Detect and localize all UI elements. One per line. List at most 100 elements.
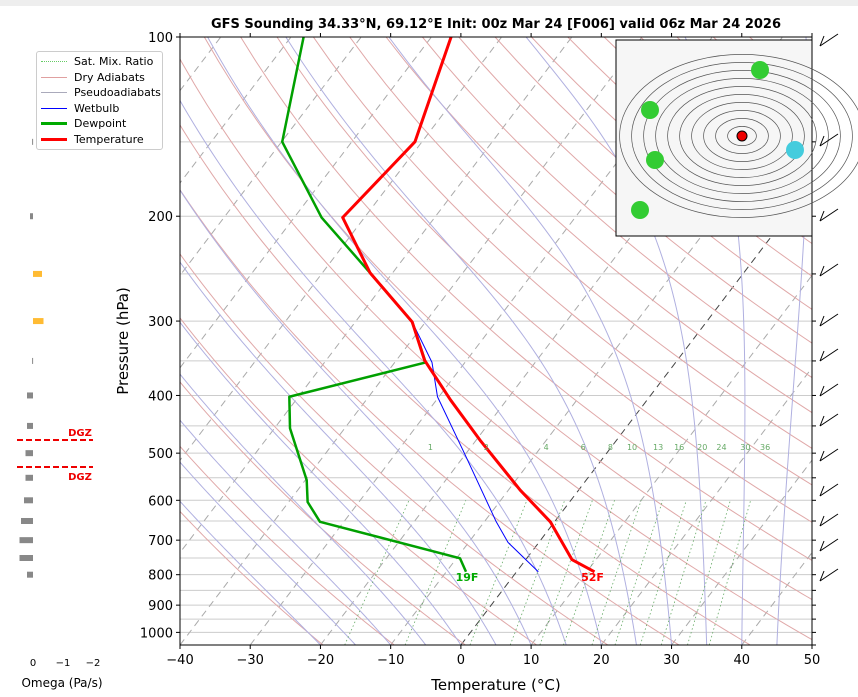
mixing-ratio-line xyxy=(660,500,707,645)
y-tick-label: 500 xyxy=(148,447,173,462)
wind-barb-feather xyxy=(819,515,825,527)
omega-bar xyxy=(25,450,33,457)
dgz-label: DGZ xyxy=(68,472,92,483)
wind-barb-staff xyxy=(819,208,839,222)
wind-barb xyxy=(819,133,839,147)
mixing-ratio-label: 4 xyxy=(544,443,549,452)
dry-adiabat xyxy=(240,37,812,562)
x-tick-label: −20 xyxy=(307,653,334,668)
precip-area xyxy=(786,141,804,159)
wind-barb-staff xyxy=(819,448,839,462)
omega-bar xyxy=(30,213,33,220)
omega-tick-label: 0 xyxy=(30,658,36,669)
x-axis-label: Temperature (°C) xyxy=(430,676,560,694)
y-tick-label: 1000 xyxy=(140,626,173,641)
wind-barb-feather xyxy=(819,540,825,552)
window-top-bar xyxy=(0,0,858,6)
mixing-ratio-line xyxy=(563,500,615,645)
precip-area xyxy=(631,201,649,219)
pseudoadiabat xyxy=(388,37,673,645)
legend-entry: Temperature xyxy=(37,132,162,148)
mixing-ratio-label: 24 xyxy=(716,443,726,452)
mixing-ratio-line xyxy=(539,500,593,645)
wind-barb xyxy=(819,208,839,222)
wind-barb-staff xyxy=(819,513,839,527)
y-tick-label: 700 xyxy=(148,534,173,549)
omega-bar xyxy=(33,318,44,325)
y-tick-label: 300 xyxy=(148,315,173,330)
wind-barb xyxy=(819,413,839,427)
legend-entry: Pseudoadiabats xyxy=(37,85,162,101)
dgz-label: DGZ xyxy=(68,428,92,439)
wind-barb-staff xyxy=(819,133,839,147)
legend-label: Dewpoint xyxy=(74,117,127,131)
surface-temp-label: 52F xyxy=(581,571,604,584)
y-tick-label: 100 xyxy=(148,31,173,46)
dry-adiabat xyxy=(385,37,812,414)
legend: Sat. Mix. Ratio Dry Adiabats Pseudoadiab… xyxy=(36,51,163,150)
pressure-contour xyxy=(643,70,841,202)
legend-label: Dry Adiabats xyxy=(74,70,145,84)
pressure-contour xyxy=(703,110,781,162)
x-tick-label: 0 xyxy=(457,653,465,668)
x-tick-label: −40 xyxy=(166,653,193,668)
wind-barb-staff xyxy=(819,348,839,362)
dry-adiabat xyxy=(180,253,609,645)
pressure-contour xyxy=(631,62,853,210)
mixing-ratio-label: 10 xyxy=(627,443,637,452)
y-tick-label: 900 xyxy=(148,599,173,614)
x-tick-label: 30 xyxy=(663,653,680,668)
wind-barb-feather xyxy=(819,35,825,47)
precip-area xyxy=(641,101,659,119)
mixing-ratio-label: 13 xyxy=(653,443,663,452)
wind-barb-feather xyxy=(819,385,825,397)
mixing-ratio-label: 1 xyxy=(428,443,433,452)
wind-barb-staff xyxy=(819,383,839,397)
wind-barb-feather xyxy=(819,135,825,147)
plot-area xyxy=(180,37,812,645)
y-tick-label: 200 xyxy=(148,210,173,225)
dry-adiabat xyxy=(349,37,812,449)
wind-barb xyxy=(819,313,839,327)
wind-barb-feather xyxy=(819,265,825,277)
wind-barb-staff xyxy=(819,538,839,552)
inset-map xyxy=(615,39,858,237)
mixing-ratio-label: 36 xyxy=(760,443,770,452)
pseudoadiabat xyxy=(180,189,532,645)
isotherm xyxy=(811,644,812,645)
dry-adiabat xyxy=(180,189,680,645)
mixing-ratio-line xyxy=(614,500,664,645)
wind-barb-staff xyxy=(819,263,839,277)
mixing-ratio-line xyxy=(687,500,731,645)
x-tick-label: 10 xyxy=(523,653,540,668)
pseudoadiabat xyxy=(207,37,602,645)
omega-bar xyxy=(27,422,33,429)
wind-barb xyxy=(819,448,839,462)
x-tick-label: −10 xyxy=(377,653,404,668)
wind-barb xyxy=(819,33,839,47)
pseudoadiabat xyxy=(180,461,356,645)
wind-barb xyxy=(819,538,839,552)
pseudoadiabat xyxy=(180,500,321,645)
isotherm xyxy=(180,37,503,462)
omega-bar xyxy=(19,554,33,561)
mixing-ratio-label: 30 xyxy=(740,443,750,452)
mixing-ratio-label: 6 xyxy=(581,443,586,452)
dry-adiabat xyxy=(422,37,812,379)
omega-bar xyxy=(32,357,34,364)
pseudoadiabat xyxy=(180,373,427,645)
mixing-ratio-label: 2 xyxy=(484,443,489,452)
mixing-ratio-label: 8 xyxy=(608,443,613,452)
pressure-contour xyxy=(619,54,858,218)
pseudoadiabat xyxy=(684,37,746,645)
location-marker xyxy=(736,130,748,142)
mixing-ratio-label: 20 xyxy=(697,443,707,452)
dry-adiabat xyxy=(180,317,537,645)
legend-label: Sat. Mix. Ratio xyxy=(74,55,154,69)
plot-frame xyxy=(179,36,813,646)
wind-barb-feather xyxy=(819,415,825,427)
omega-bar xyxy=(24,497,33,504)
omega-bar xyxy=(25,474,33,481)
mixing-ratio-line xyxy=(469,500,528,645)
mixing-ratio-line xyxy=(509,500,566,645)
